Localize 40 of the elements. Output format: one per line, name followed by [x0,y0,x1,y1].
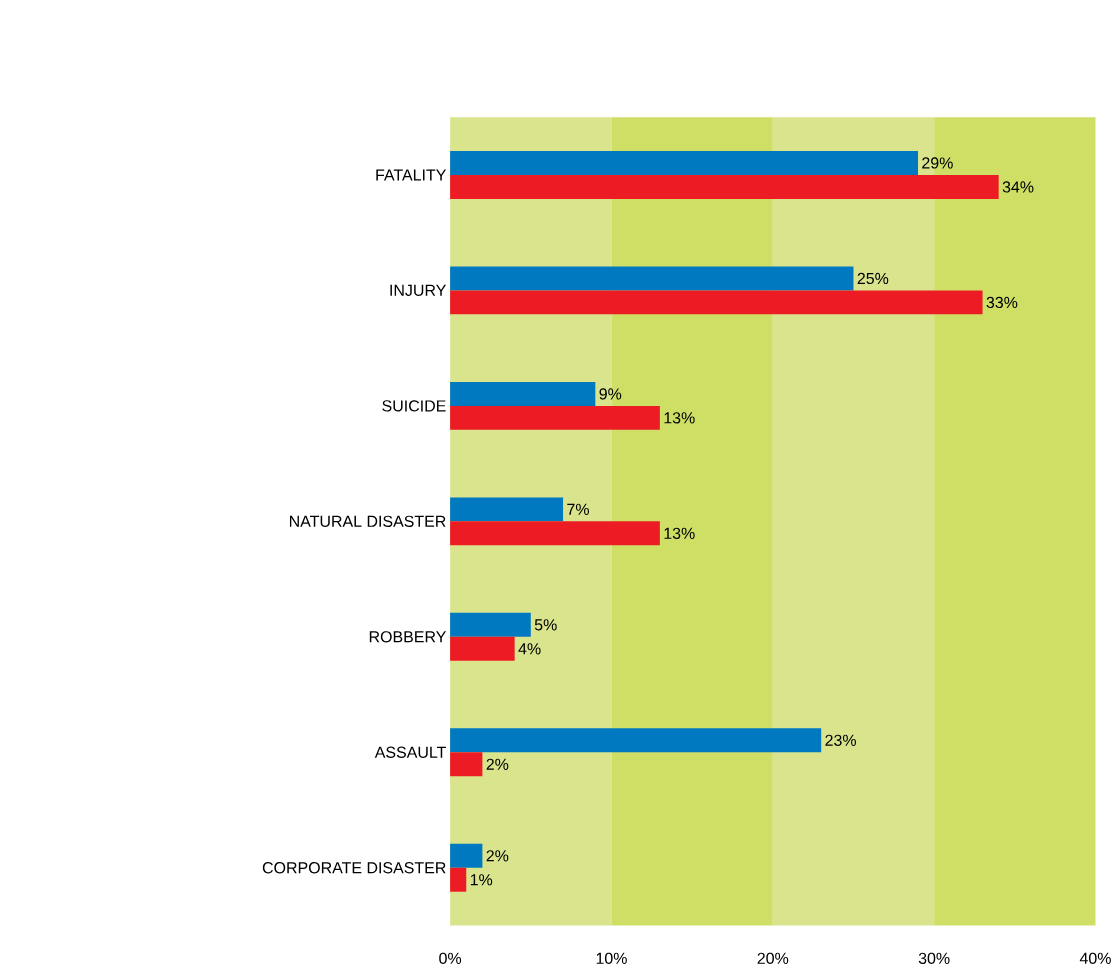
bar [450,613,531,638]
data-label: 2% [486,850,509,862]
bar [450,175,999,200]
bar [450,497,564,522]
y-tick-label: NATURAL DISASTER [289,515,446,528]
x-tick-label: 40% [1079,952,1111,965]
data-label: 1% [470,874,493,886]
x-tick-label: 30% [918,952,950,965]
bar [450,290,983,315]
bar [450,406,660,431]
data-label: 7% [567,504,589,516]
bar [450,382,596,407]
bar [450,728,822,753]
bar [450,637,515,662]
data-label: 9% [599,388,622,400]
x-tick-label: 20% [757,952,789,965]
bar [450,151,918,176]
data-label: 13% [664,527,695,540]
y-tick-label: FATALITY [376,169,447,181]
x-tick-label: 10% [596,952,627,965]
y-tick-label: INJURY [390,285,447,297]
y-tick-label: CORPORATE DISASTER [262,862,446,874]
bar [450,752,483,777]
bar [450,266,854,291]
data-label: 29% [922,157,953,169]
y-tick-label: SUICIDE [382,400,446,412]
bar [450,844,483,868]
data-label: 13% [664,412,695,424]
data-label: 5% [534,619,557,631]
y-tick-label: ASSAULT [374,746,446,759]
data-label: 25% [857,273,889,285]
data-label: 34% [1002,181,1034,193]
data-label: 33% [986,296,1018,309]
bar [450,867,467,892]
bar [450,521,660,546]
data-label: 23% [825,734,856,747]
data-label: 4% [518,643,541,655]
data-label: 2% [486,758,509,771]
x-tick-label: 0% [439,952,462,965]
y-tick-label: ROBBERY [369,631,447,643]
